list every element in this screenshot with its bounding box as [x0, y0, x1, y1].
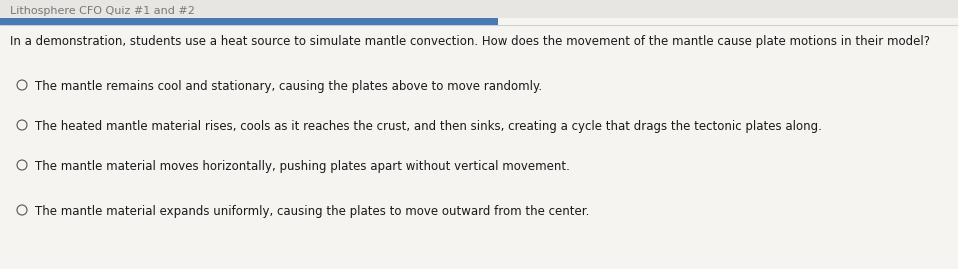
- Text: In a demonstration, students use a heat source to simulate mantle convection. Ho: In a demonstration, students use a heat …: [10, 35, 930, 48]
- Text: The heated mantle material rises, cools as it reaches the crust, and then sinks,: The heated mantle material rises, cools …: [35, 120, 822, 133]
- Text: Lithosphere CFO Quiz #1 and #2: Lithosphere CFO Quiz #1 and #2: [10, 6, 194, 16]
- FancyBboxPatch shape: [0, 18, 498, 25]
- Text: The mantle material expands uniformly, causing the plates to move outward from t: The mantle material expands uniformly, c…: [35, 205, 589, 218]
- FancyBboxPatch shape: [0, 18, 958, 269]
- Text: The mantle remains cool and stationary, causing the plates above to move randoml: The mantle remains cool and stationary, …: [35, 80, 542, 93]
- Text: The mantle material moves horizontally, pushing plates apart without vertical mo: The mantle material moves horizontally, …: [35, 160, 570, 173]
